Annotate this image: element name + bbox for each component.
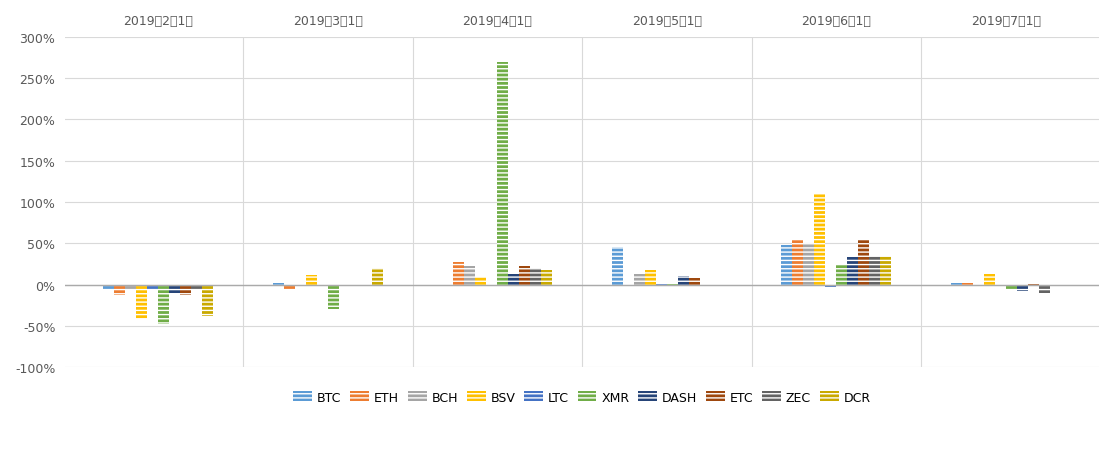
Bar [328, 285, 339, 310]
Bar [869, 256, 880, 285]
Bar [961, 283, 973, 285]
Bar [284, 285, 295, 291]
Legend: BTC, ETH, BCH, BSV, LTC, XMR, DASH, ETC, ZEC, DCR: BTC, ETH, BCH, BSV, LTC, XMR, DASH, ETC,… [290, 387, 874, 407]
Bar [814, 194, 825, 285]
Bar [487, 285, 497, 287]
Bar [1017, 285, 1028, 292]
Bar [792, 240, 803, 285]
Bar [530, 268, 541, 285]
Bar [136, 285, 147, 319]
Bar [612, 248, 623, 285]
Bar [361, 285, 372, 286]
Bar [645, 270, 656, 285]
Bar [158, 285, 169, 324]
Bar [1039, 285, 1049, 293]
Bar [147, 285, 158, 291]
Bar [497, 62, 508, 285]
Bar [192, 285, 203, 291]
Bar [848, 258, 858, 285]
Bar [203, 285, 214, 316]
Bar [1006, 285, 1017, 289]
Bar [169, 285, 180, 293]
Bar [984, 274, 995, 285]
Bar [781, 245, 792, 285]
Bar [825, 285, 837, 288]
Bar [125, 285, 136, 289]
Bar [541, 270, 553, 285]
Bar [104, 285, 115, 291]
Bar [519, 266, 530, 285]
Bar [476, 278, 487, 285]
Bar [442, 285, 453, 287]
Bar [656, 284, 667, 285]
Bar [465, 267, 476, 285]
Bar [508, 274, 519, 285]
Bar [837, 264, 848, 285]
Bar [115, 285, 125, 296]
Bar [677, 276, 688, 285]
Bar [950, 283, 961, 285]
Bar [453, 262, 465, 285]
Bar [1028, 284, 1039, 285]
Bar [305, 275, 316, 285]
Bar [634, 274, 645, 285]
Bar [667, 284, 677, 285]
Bar [995, 285, 1006, 286]
Bar [372, 268, 383, 285]
Bar [858, 240, 869, 285]
Bar [295, 285, 305, 286]
Bar [688, 278, 700, 285]
Bar [180, 285, 192, 295]
Bar [803, 244, 814, 285]
Bar [273, 283, 284, 285]
Bar [880, 256, 891, 285]
